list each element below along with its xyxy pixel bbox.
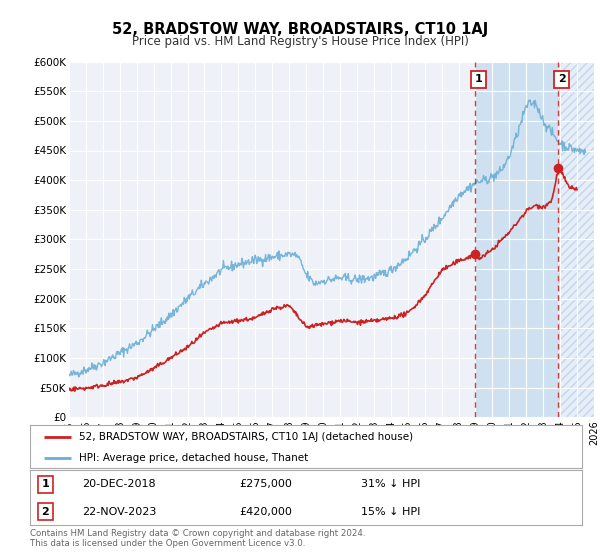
Text: 1: 1 [41, 479, 49, 489]
Text: 1: 1 [475, 74, 482, 85]
Text: 2: 2 [558, 74, 566, 85]
Text: 22-NOV-2023: 22-NOV-2023 [82, 507, 157, 516]
Text: 31% ↓ HPI: 31% ↓ HPI [361, 479, 421, 489]
Text: £275,000: £275,000 [240, 479, 293, 489]
Text: Price paid vs. HM Land Registry's House Price Index (HPI): Price paid vs. HM Land Registry's House … [131, 35, 469, 48]
Bar [475, 62, 559, 417]
Text: 52, BRADSTOW WAY, BROADSTAIRS, CT10 1AJ (detached house): 52, BRADSTOW WAY, BROADSTAIRS, CT10 1AJ … [79, 432, 413, 441]
Text: 52, BRADSTOW WAY, BROADSTAIRS, CT10 1AJ: 52, BRADSTOW WAY, BROADSTAIRS, CT10 1AJ [112, 22, 488, 38]
Bar [559, 62, 594, 417]
Text: HPI: Average price, detached house, Thanet: HPI: Average price, detached house, Than… [79, 453, 308, 463]
Text: Contains HM Land Registry data © Crown copyright and database right 2024.: Contains HM Land Registry data © Crown c… [30, 529, 365, 538]
Text: 2: 2 [41, 507, 49, 516]
Text: This data is licensed under the Open Government Licence v3.0.: This data is licensed under the Open Gov… [30, 539, 305, 548]
Text: £420,000: £420,000 [240, 507, 293, 516]
Bar [559, 62, 594, 417]
Text: 15% ↓ HPI: 15% ↓ HPI [361, 507, 421, 516]
Text: 20-DEC-2018: 20-DEC-2018 [82, 479, 156, 489]
